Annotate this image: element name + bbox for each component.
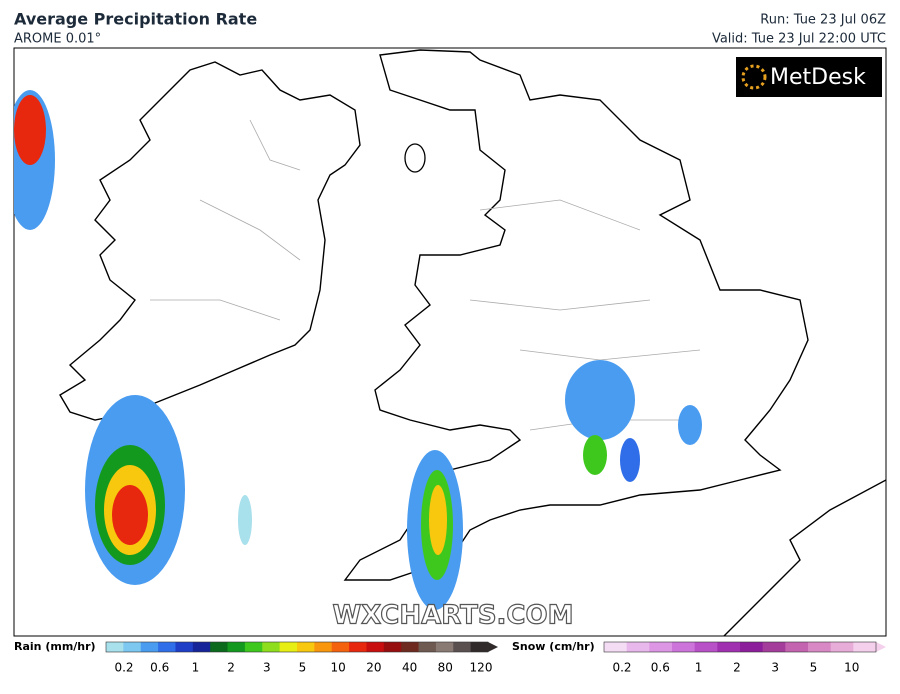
rain-tick-label: 5 [299,661,307,675]
snow-tick-label: 10 [844,661,859,675]
valid-time: Valid: Tue 23 Jul 22:00 UTC [712,32,886,47]
rain-area [429,485,447,555]
logo-box [736,57,882,97]
borders [150,119,701,431]
rain-swatch [418,642,437,652]
rain-swatch [210,642,229,652]
rain-tick-label: 0.2 [114,661,133,675]
rain-swatch [227,642,246,652]
snow-legend-label: Snow (cm/hr) [512,640,595,653]
rain-tick-label: 10 [331,661,346,675]
snow-swatch [649,642,673,652]
snow-tick-label: 3 [771,661,779,675]
rain-swatch [297,642,315,652]
rain-swatch [453,642,472,652]
map-content [14,49,886,636]
snow-swatch [672,642,696,652]
rain-tick-label: 80 [438,661,453,675]
precipitation [14,90,702,610]
rain-swatch [262,642,281,652]
rain-swatch [175,642,194,652]
rain-bar-end [488,642,498,652]
rain-swatch [331,642,350,652]
snow-bar-frame [603,641,877,653]
rain-swatch [349,642,367,652]
rain-area [620,438,640,482]
rain-swatch [401,642,420,652]
rain-swatch [158,642,176,652]
rain-swatch [366,642,385,652]
britain-coast [343,49,809,581]
ireland-coast [59,61,361,421]
rain-tick-label: 20 [366,661,381,675]
rain-swatch [244,642,263,652]
rain-swatch [192,642,211,652]
snow-swatch [853,642,877,652]
snow-swatch [626,642,650,652]
snow-swatch [830,642,854,652]
rain-tick-label: 3 [263,661,271,675]
rain-area [238,495,252,545]
map: MetDesk WXCHARTS.COM [13,47,887,637]
rain-tick-label: 120 [470,661,493,675]
isle-of-man [404,143,426,173]
legend: Rain (mm/hr) Snow (cm/hr) 0.2 0.6 1 2 3 5 10 20… [14,640,886,675]
snow-tick-label: 1 [695,661,703,675]
watermark: WXCHARTS.COM [332,601,573,631]
rain-tick-label: 0.6 [150,661,169,675]
snow-swatch [604,642,628,652]
rain-legend-label: Rain (mm/hr) [14,640,96,653]
france-coast [723,479,886,636]
snow-swatch [762,642,786,652]
rain-swatch [470,642,489,652]
logo-text: MetDesk [770,65,866,90]
rain-swatch [383,642,402,652]
rain-area [583,435,607,475]
snow-bar-end [876,642,886,652]
rain-area [678,405,702,445]
rain-tick-label: 2 [227,661,235,675]
rain-swatch [279,642,298,652]
snow-swatch [717,642,741,652]
rain-swatch [106,642,124,652]
rain-tick-label: 40 [402,661,417,675]
subtitle: AROME 0.01° [14,32,101,47]
rain-area [112,485,148,545]
snow-tick-label: 0.2 [612,661,631,675]
rain-swatch [435,642,454,652]
rain-tick-label: 1 [192,661,200,675]
run-time: Run: Tue 23 Jul 06Z [760,13,886,28]
snow-swatch [808,642,832,652]
logo-icon [741,64,767,90]
snow-swatch [740,642,764,652]
rain-area [14,95,46,165]
snow-tick-label: 5 [810,661,818,675]
rain-swatch [314,642,333,652]
snow-tick-label: 0.6 [651,661,670,675]
snow-swatch [785,642,809,652]
title: Average Precipitation Rate [14,10,257,29]
rain-area [565,360,635,440]
snow-swatch [694,642,718,652]
rain-swatch [123,642,142,652]
rain-swatch [140,642,159,652]
rain-bar-frame [105,641,489,653]
snow-tick-label: 2 [733,661,741,675]
